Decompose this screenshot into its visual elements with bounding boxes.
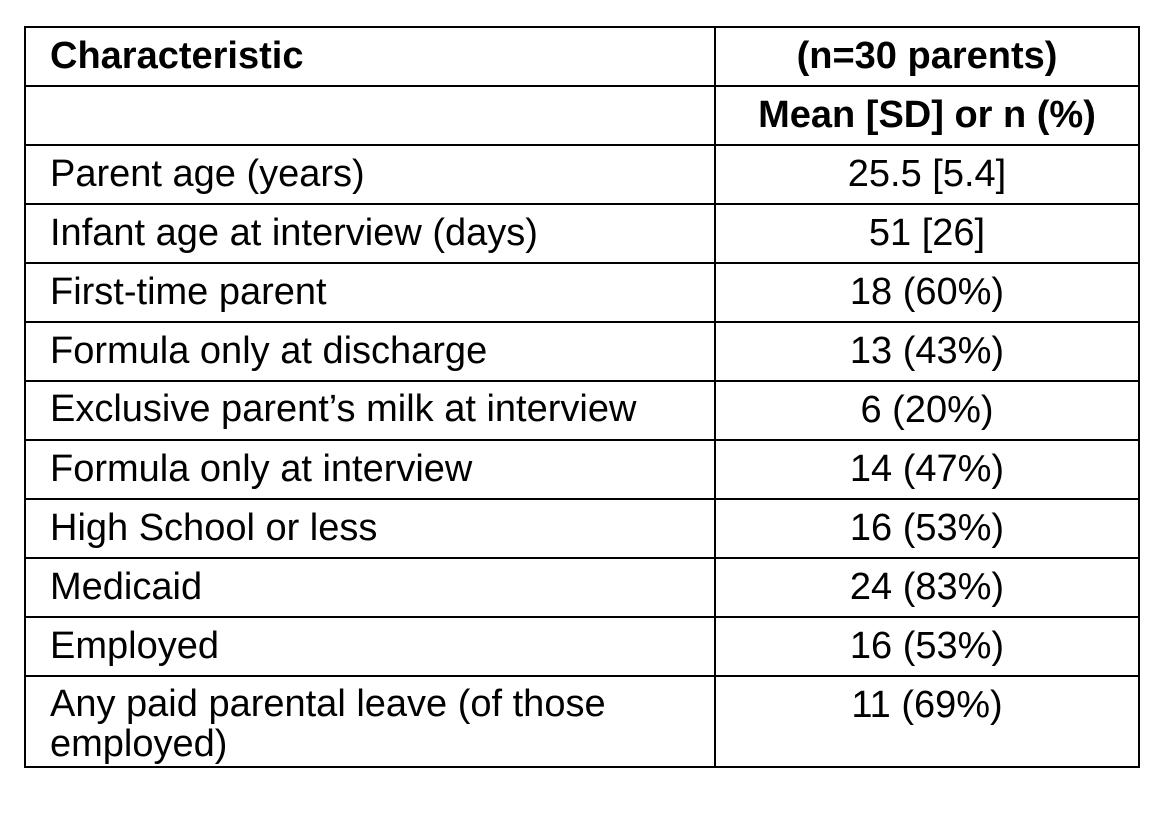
row-value: 16 (53%) <box>714 616 1140 677</box>
row-label: Medicaid <box>24 557 716 618</box>
table-row: Parent age (years) 25.5 [5.4] <box>24 144 1140 205</box>
characteristics-table: Characteristic (n=30 parents) Mean [SD] … <box>24 26 1140 768</box>
table-row: First-time parent 18 (60%) <box>24 262 1140 323</box>
header-blank-cell <box>24 85 716 146</box>
table-row: Medicaid 24 (83%) <box>24 557 1140 618</box>
row-value: 51 [26] <box>714 203 1140 264</box>
row-value: 11 (69%) <box>714 675 1140 768</box>
row-value: 18 (60%) <box>714 262 1140 323</box>
header-characteristic: Characteristic <box>24 26 716 87</box>
row-label: Infant age at interview (days) <box>24 203 716 264</box>
row-label: High School or less <box>24 498 716 559</box>
row-value: 25.5 [5.4] <box>714 144 1140 205</box>
table-row: Employed 16 (53%) <box>24 616 1140 677</box>
row-label: Any paid parental leave (of those employ… <box>24 675 716 768</box>
row-label: Exclusive parent’s milk at interview <box>24 380 716 441</box>
row-value: 24 (83%) <box>714 557 1140 618</box>
table-subheader-row: Mean [SD] or n (%) <box>24 85 1140 146</box>
row-value: 14 (47%) <box>714 439 1140 500</box>
row-label: Formula only at interview <box>24 439 716 500</box>
table-header-row: Characteristic (n=30 parents) <box>24 26 1140 87</box>
table-row: Infant age at interview (days) 51 [26] <box>24 203 1140 264</box>
header-statistic: Mean [SD] or n (%) <box>714 85 1140 146</box>
row-value: 6 (20%) <box>714 380 1140 441</box>
table-row: Formula only at interview 14 (47%) <box>24 439 1140 500</box>
header-sample-size: (n=30 parents) <box>714 26 1140 87</box>
table-row: Exclusive parent’s milk at interview 6 (… <box>24 380 1140 441</box>
row-label: First-time parent <box>24 262 716 323</box>
table-row: Any paid parental leave (of those employ… <box>24 675 1140 768</box>
row-label: Parent age (years) <box>24 144 716 205</box>
row-value: 16 (53%) <box>714 498 1140 559</box>
table-row: Formula only at discharge 13 (43%) <box>24 321 1140 382</box>
row-label: Formula only at discharge <box>24 321 716 382</box>
table-row: High School or less 16 (53%) <box>24 498 1140 559</box>
row-label: Employed <box>24 616 716 677</box>
row-value: 13 (43%) <box>714 321 1140 382</box>
